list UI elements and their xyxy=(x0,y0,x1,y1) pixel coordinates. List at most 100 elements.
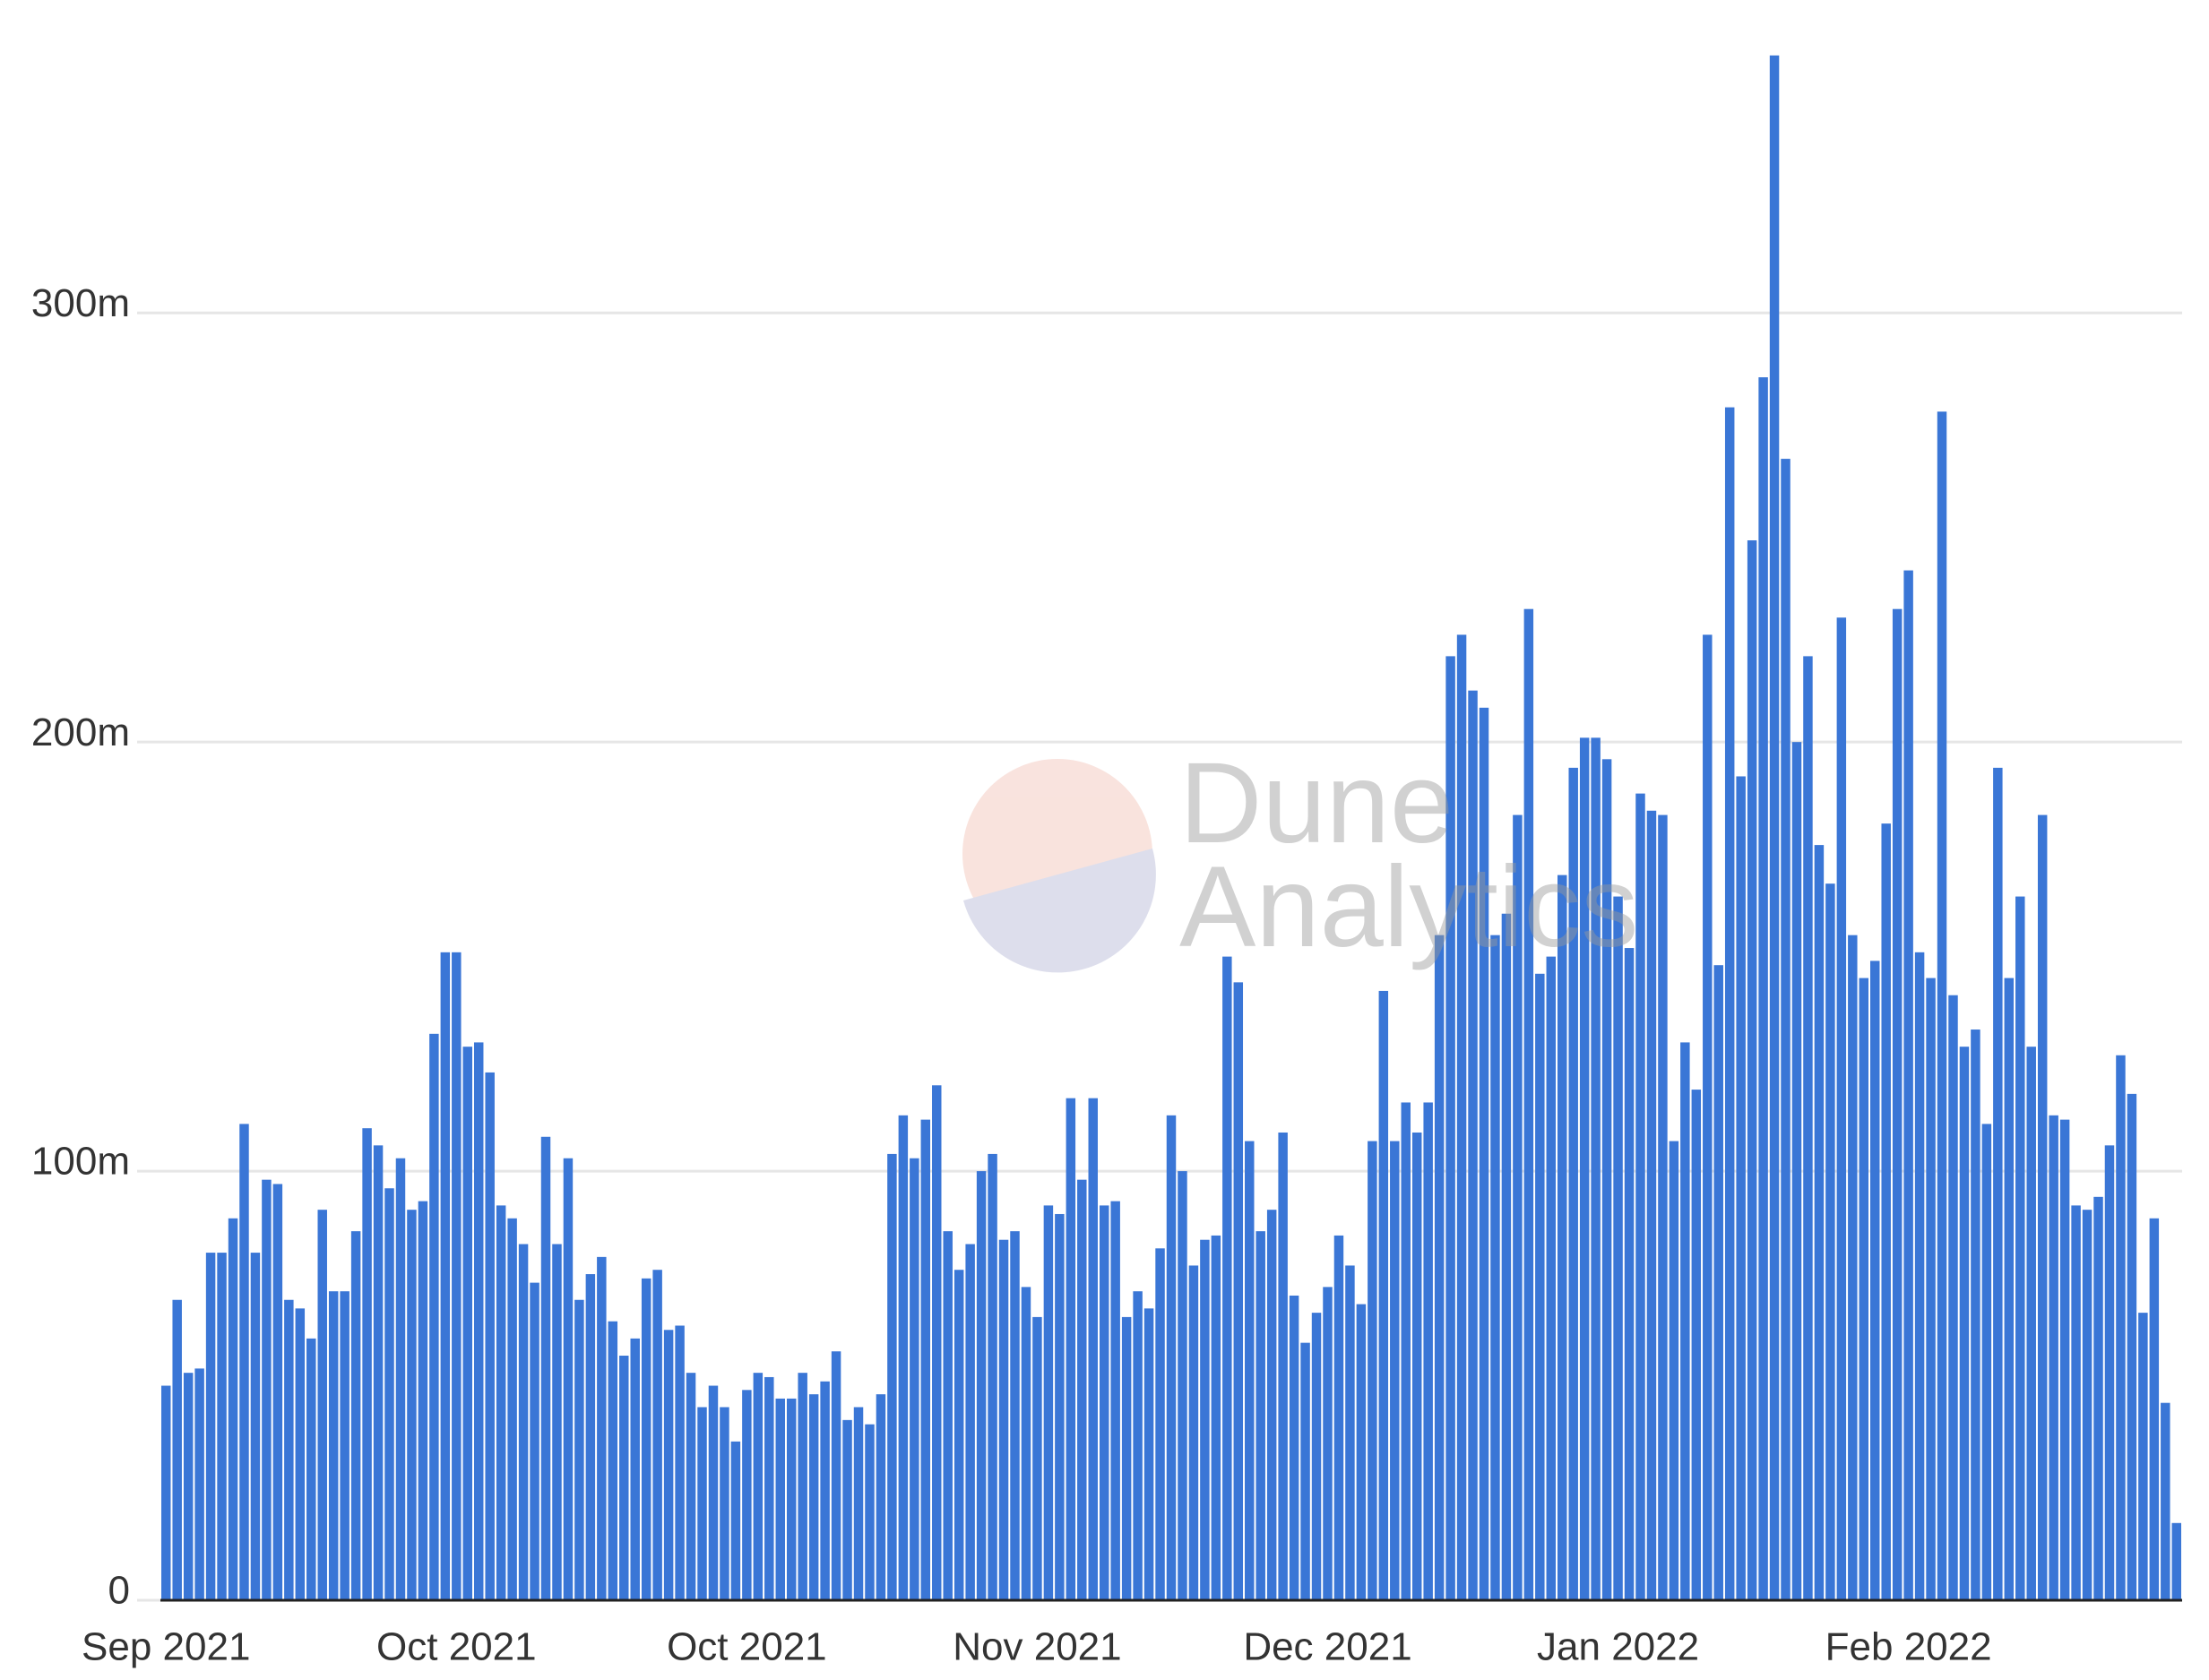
bar xyxy=(1200,1239,1210,1600)
bar xyxy=(395,1158,406,1600)
bar xyxy=(1211,1235,1221,1600)
bar xyxy=(1289,1295,1299,1600)
bar xyxy=(742,1390,752,1600)
bar xyxy=(1133,1291,1143,1600)
bar xyxy=(1055,1213,1065,1600)
bar xyxy=(2082,1210,2093,1600)
bar xyxy=(2037,814,2048,1600)
bar xyxy=(1434,935,1445,1600)
x-tick-label: Oct 2021 xyxy=(376,1625,537,1669)
bar xyxy=(1178,1171,1187,1600)
bar xyxy=(1791,742,1802,1600)
bar xyxy=(1043,1205,1054,1600)
bar xyxy=(1769,55,1780,1601)
bar xyxy=(965,1244,975,1600)
bar xyxy=(2171,1522,2182,1600)
bar xyxy=(1166,1115,1177,1600)
bar xyxy=(1579,737,1590,1600)
bar xyxy=(1088,1098,1098,1600)
bar xyxy=(362,1128,372,1600)
bar xyxy=(452,952,462,1600)
bar xyxy=(1568,767,1578,1600)
bar xyxy=(1479,707,1489,1600)
bar xyxy=(1646,810,1657,1600)
bar xyxy=(462,1047,472,1600)
bar xyxy=(1558,874,1567,1600)
bar xyxy=(753,1373,764,1600)
bar xyxy=(1523,608,1534,1601)
bar xyxy=(540,1136,551,1600)
bar xyxy=(1300,1342,1310,1600)
bar xyxy=(1591,737,1601,1600)
bar xyxy=(976,1171,987,1600)
bar xyxy=(496,1205,506,1600)
bar xyxy=(272,1184,283,1600)
bar xyxy=(1658,814,1668,1600)
bar xyxy=(1736,776,1746,1600)
bar xyxy=(2161,1402,2170,1600)
bar xyxy=(920,1119,931,1600)
bar xyxy=(239,1124,249,1600)
bar xyxy=(2127,1093,2137,1600)
bar xyxy=(373,1145,384,1600)
bar xyxy=(1456,634,1467,1601)
bar xyxy=(831,1351,841,1600)
x-tick-label: Jan 2022 xyxy=(1537,1625,1699,1669)
bar xyxy=(2004,978,2015,1600)
bar xyxy=(530,1282,539,1600)
bar xyxy=(663,1330,674,1600)
x-tick-label: Sep 2021 xyxy=(82,1625,250,1669)
bar xyxy=(1501,913,1512,1600)
x-tick-label: Dec 2021 xyxy=(1243,1625,1411,1669)
bar xyxy=(1378,990,1389,1600)
bar xyxy=(1256,1231,1265,1600)
watermark-text: Dune xyxy=(1179,739,1454,867)
x-tick-label: Nov 2021 xyxy=(953,1625,1121,1669)
bar xyxy=(194,1368,204,1600)
bar xyxy=(798,1373,807,1600)
bar xyxy=(1713,965,1723,1600)
bar xyxy=(485,1072,495,1600)
bar xyxy=(1535,973,1545,1600)
bar xyxy=(1703,634,1713,1601)
bar xyxy=(988,1153,997,1600)
bar xyxy=(1691,1090,1702,1600)
bar xyxy=(597,1256,607,1600)
bar xyxy=(1601,759,1612,1600)
bar xyxy=(686,1373,696,1600)
bar xyxy=(1266,1210,1277,1600)
bar xyxy=(910,1158,919,1600)
watermark-text: Analytics xyxy=(1179,843,1638,971)
bar xyxy=(160,1385,171,1600)
bar xyxy=(2049,1115,2058,1600)
bar xyxy=(1914,952,1925,1600)
bar xyxy=(820,1381,830,1600)
bar xyxy=(1836,617,1847,1601)
bar xyxy=(2059,1119,2070,1600)
bar xyxy=(317,1210,327,1600)
bar xyxy=(518,1244,529,1600)
bar xyxy=(228,1218,238,1600)
bar xyxy=(1468,690,1478,1600)
bar xyxy=(808,1394,819,1600)
bar xyxy=(418,1201,428,1600)
bar xyxy=(697,1407,707,1600)
bar xyxy=(619,1356,629,1600)
bar xyxy=(1233,982,1244,1600)
bar xyxy=(205,1253,216,1600)
bar xyxy=(1613,896,1623,1600)
watermark-logo xyxy=(962,759,1152,949)
bar xyxy=(1513,814,1523,1600)
bar xyxy=(953,1270,964,1600)
bar xyxy=(1356,1304,1367,1600)
bar xyxy=(262,1179,272,1600)
bar xyxy=(998,1239,1009,1600)
bar xyxy=(641,1278,651,1600)
bar xyxy=(2104,1145,2115,1600)
bar xyxy=(1311,1313,1322,1600)
bar xyxy=(2138,1313,2148,1600)
bar xyxy=(887,1153,897,1600)
bar xyxy=(1881,823,1891,1600)
bar xyxy=(2093,1196,2103,1600)
bar xyxy=(1971,1030,1980,1600)
